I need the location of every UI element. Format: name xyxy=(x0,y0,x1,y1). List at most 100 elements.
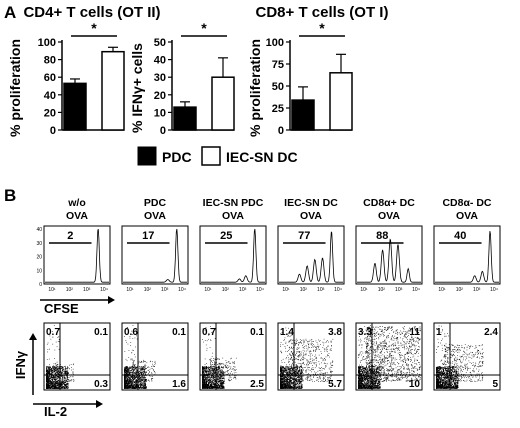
event-dot xyxy=(60,368,62,370)
event-dot xyxy=(65,370,67,372)
event-dot xyxy=(285,370,287,372)
event-dot xyxy=(66,368,68,369)
event-dot xyxy=(133,386,134,388)
event-dot xyxy=(291,378,292,379)
event-dot xyxy=(135,381,137,383)
col-1-hist-log-tick: 10¹ xyxy=(48,287,56,293)
event-dot xyxy=(292,387,294,388)
event-dot xyxy=(134,364,135,366)
event-dot xyxy=(206,372,208,373)
event-dot xyxy=(132,386,134,388)
event-dot xyxy=(211,373,213,375)
event-dot xyxy=(55,369,57,370)
event-dot xyxy=(219,371,221,373)
event-dot xyxy=(203,379,204,381)
event-dot xyxy=(210,384,212,385)
event-dot xyxy=(223,364,225,365)
event-dot xyxy=(216,369,218,371)
event-dot xyxy=(219,380,220,382)
event-dot xyxy=(209,387,211,389)
event-dot xyxy=(127,367,128,369)
event-dot xyxy=(124,383,125,385)
event-dot xyxy=(211,386,212,388)
event-dot xyxy=(148,372,150,373)
event-dot xyxy=(209,368,211,370)
event-dot xyxy=(232,362,234,364)
event-dot xyxy=(139,381,141,382)
event-dot xyxy=(128,381,130,383)
event-dot xyxy=(143,366,145,367)
event-dot xyxy=(134,366,136,368)
event-dot xyxy=(50,368,52,370)
event-dot xyxy=(140,379,142,381)
event-dot xyxy=(133,387,134,389)
event-dot xyxy=(144,363,146,365)
event-dot xyxy=(205,379,207,381)
event-dot xyxy=(73,379,74,381)
chart-3-tick-label: 0 xyxy=(278,125,284,137)
event-dot xyxy=(49,370,50,372)
event-dot xyxy=(53,386,55,388)
event-dot xyxy=(218,384,219,386)
event-dot xyxy=(133,382,135,384)
event-dot xyxy=(290,376,291,378)
event-dot xyxy=(51,386,53,388)
event-dot xyxy=(207,376,209,378)
event-dot xyxy=(286,370,288,372)
event-dot xyxy=(58,385,60,386)
event-dot xyxy=(130,359,132,361)
event-dot xyxy=(284,368,286,369)
event-dot xyxy=(300,376,302,378)
event-dot xyxy=(145,383,146,384)
event-dot xyxy=(205,366,207,368)
event-dot xyxy=(124,386,126,387)
event-dot xyxy=(206,366,208,368)
event-dot xyxy=(56,366,58,367)
event-dot xyxy=(48,367,50,368)
event-dot xyxy=(136,371,138,372)
event-dot xyxy=(207,381,208,383)
col-4-dotplot-events xyxy=(280,327,334,389)
event-dot xyxy=(301,373,303,375)
event-dot xyxy=(127,369,128,371)
event-dot xyxy=(295,388,296,389)
event-dot xyxy=(289,376,291,377)
event-dot xyxy=(214,376,216,378)
event-dot xyxy=(129,380,131,382)
event-dot xyxy=(61,366,62,367)
event-dot xyxy=(142,380,143,382)
event-dot xyxy=(139,368,141,369)
event-dot xyxy=(72,371,73,373)
event-dot xyxy=(138,375,140,377)
event-dot xyxy=(49,381,50,383)
event-dot xyxy=(206,377,207,378)
event-dot xyxy=(64,377,65,378)
event-dot xyxy=(124,371,126,373)
event-dot xyxy=(52,380,54,382)
event-dot xyxy=(213,369,215,371)
event-dot xyxy=(287,375,288,377)
event-dot xyxy=(129,381,131,383)
event-dot xyxy=(128,381,129,383)
event-dot xyxy=(228,365,230,367)
event-dot xyxy=(125,385,127,387)
event-dot xyxy=(141,375,142,377)
event-dot xyxy=(54,369,56,371)
event-dot xyxy=(297,381,299,383)
event-dot xyxy=(290,386,292,387)
event-dot xyxy=(282,378,284,380)
event-dot xyxy=(203,386,205,388)
event-dot xyxy=(56,366,58,368)
event-dot xyxy=(139,373,141,374)
event-dot xyxy=(141,373,143,375)
event-dot xyxy=(223,366,224,368)
event-dot xyxy=(296,372,297,373)
event-dot xyxy=(301,379,303,381)
event-dot xyxy=(284,375,286,377)
event-dot xyxy=(217,376,219,378)
legend-swatch-iec xyxy=(201,146,221,166)
event-dot xyxy=(212,352,213,354)
event-dot xyxy=(130,345,131,346)
event-dot xyxy=(46,359,48,360)
event-dot xyxy=(142,375,144,377)
